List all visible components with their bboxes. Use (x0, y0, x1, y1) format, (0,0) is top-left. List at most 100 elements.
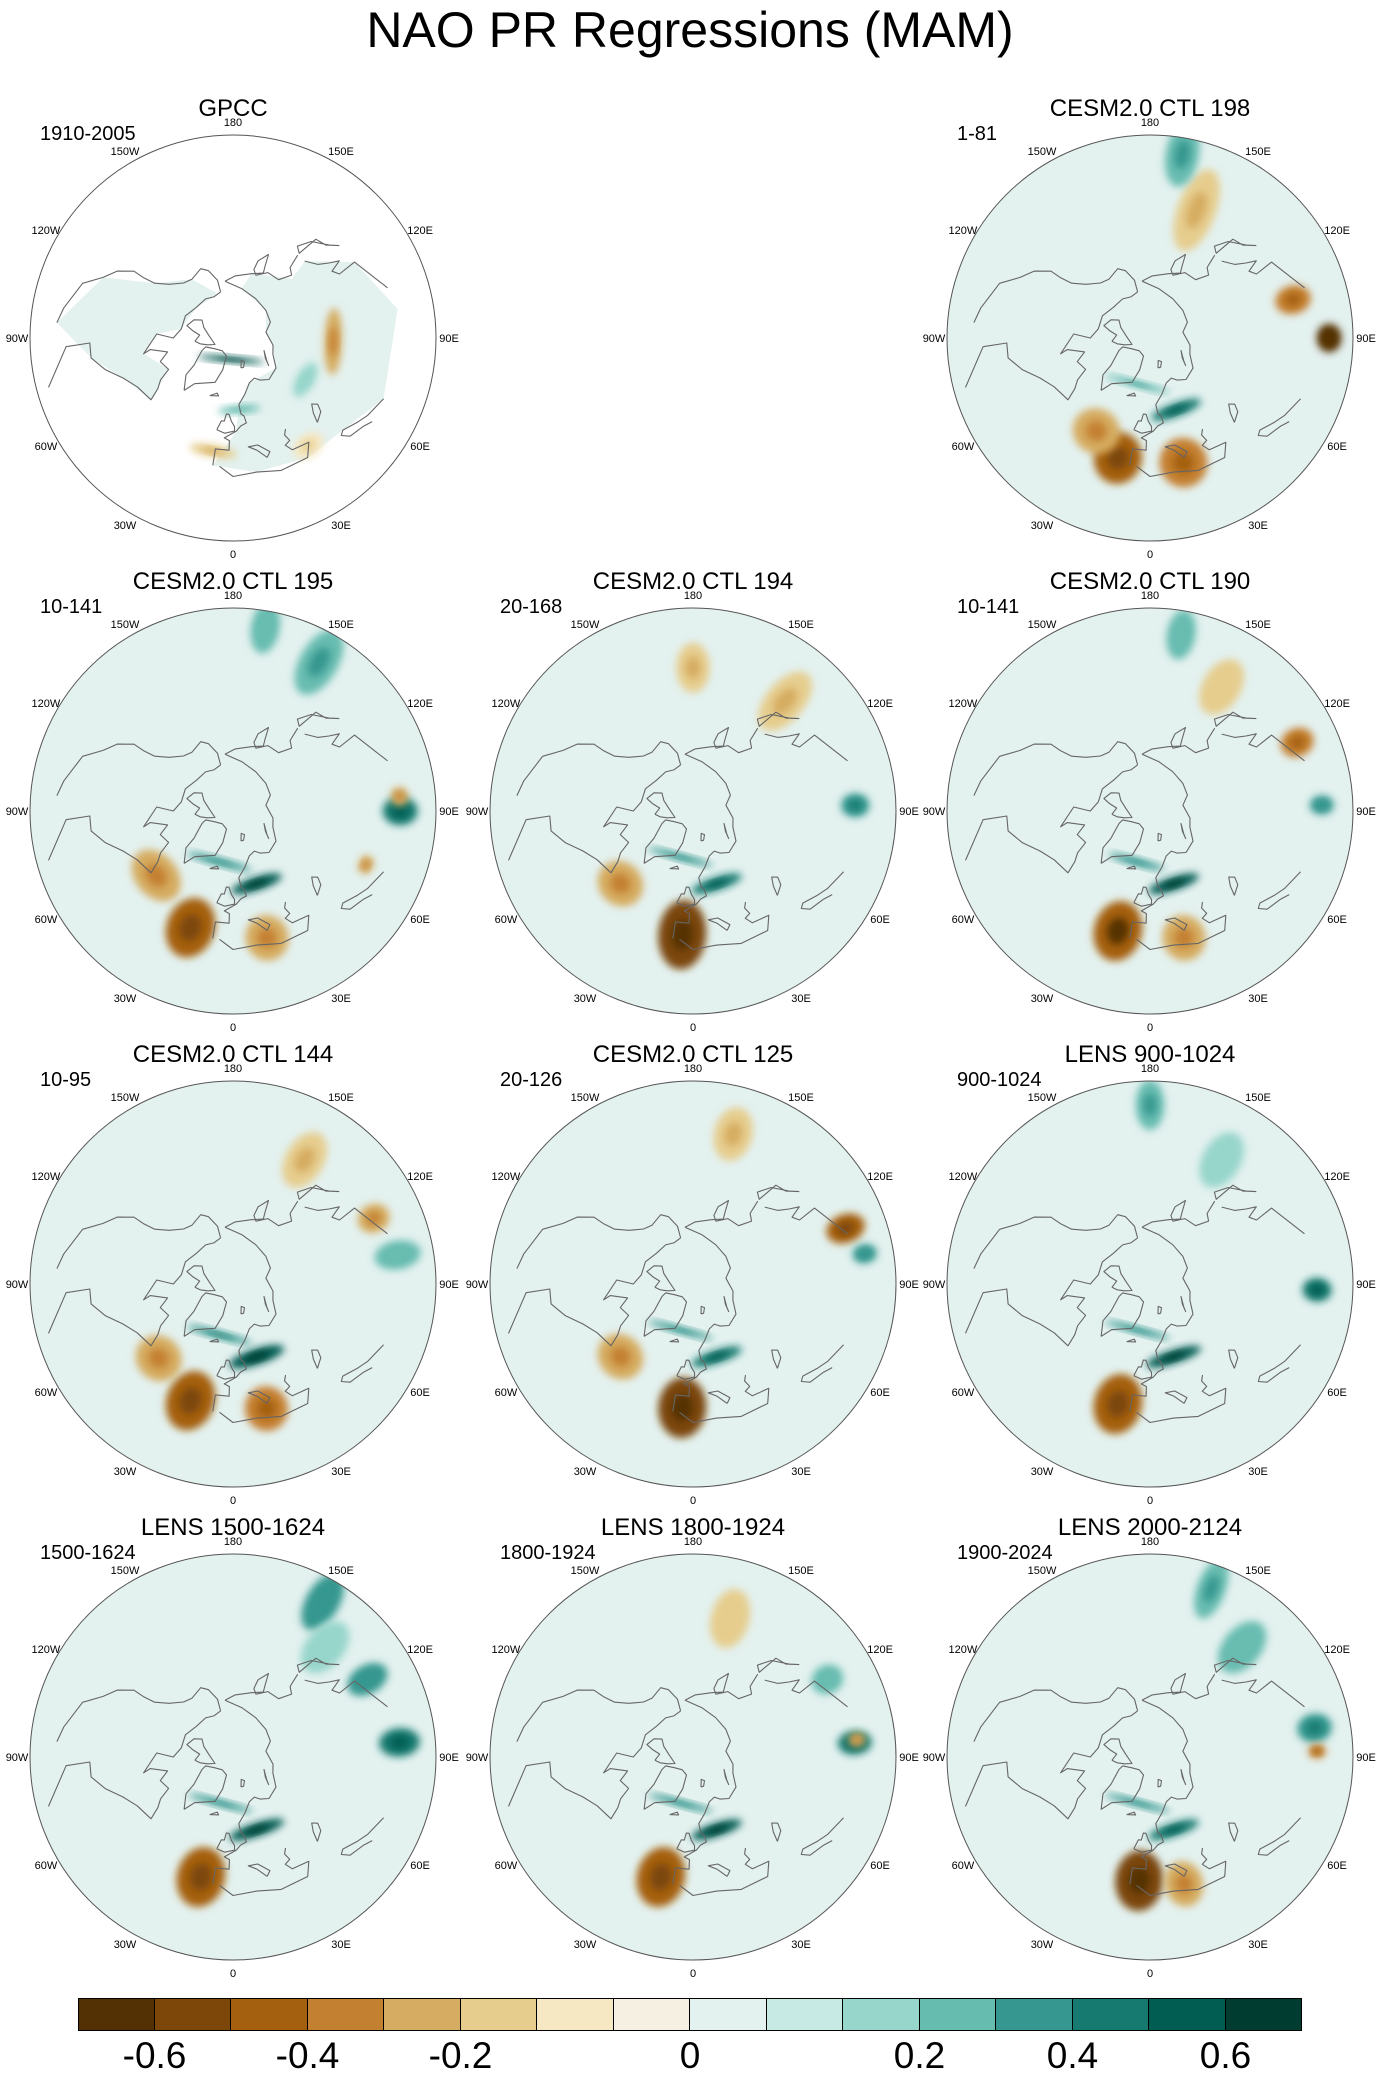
colorbar-swatch (384, 1998, 461, 2031)
longitude-label: 120E (1324, 1171, 1350, 1183)
coastline (263, 1295, 270, 1313)
panel-title: CESM2.0 CTL 144 (132, 1041, 334, 1068)
longitude-label: 150E (328, 1092, 354, 1104)
coastline (684, 726, 759, 755)
coastline (771, 876, 782, 896)
regression-anomaly-core (1085, 420, 1107, 442)
longitude-label: 60W (35, 914, 58, 926)
regression-anomaly-core (358, 1672, 377, 1687)
map-panel: 180 150E 120E 90E 60E 30E 0 30W 60W 90W 120W 150W CE… (463, 1041, 923, 1511)
colorbar-tick-label: 0.4 (1046, 2035, 1099, 2076)
panel-title: CESM2.0 CTL 198 (1049, 95, 1251, 122)
coastline (646, 1738, 676, 1765)
polar-map: 180 150E 120E 90E 60E 30E 0 30W 60W 90W 120W 150W (6, 1536, 459, 1980)
panel-period: 1500-1624 (40, 1542, 136, 1564)
longitude-label: 60E (870, 1860, 890, 1872)
longitude-label: 150W (571, 1565, 600, 1577)
coastline (1133, 1359, 1153, 1380)
panel-title: CESM2.0 CTL 195 (132, 568, 334, 595)
regression-anomaly-core (705, 1825, 728, 1835)
longitude-label: 180 (1141, 117, 1159, 129)
longitude-label: 150E (1245, 1092, 1271, 1104)
longitude-label: 180 (224, 117, 242, 129)
panel-title: GPCC (198, 95, 268, 122)
regression-anomaly-core (204, 857, 234, 867)
coastline (676, 1359, 696, 1380)
coastline (240, 832, 246, 842)
longitude-label: 120E (1324, 225, 1350, 237)
coastline (1180, 349, 1187, 367)
regression-anomaly-core (244, 1351, 269, 1362)
regression-anomaly-core (257, 927, 277, 949)
longitude-label: 0 (690, 1495, 696, 1507)
coastline (311, 1349, 322, 1369)
coastline (1136, 901, 1227, 951)
map-panel: 180 150E 120E 90E 60E 30E 0 30W 60W 90W 120W 150W CE… (920, 95, 1380, 565)
longitude-label: 60W (35, 1387, 58, 1399)
coastline (1228, 403, 1239, 423)
coastline (684, 1672, 759, 1701)
panel-title: LENS 900-1024 (1064, 1041, 1236, 1068)
coastline (56, 1214, 222, 1269)
coastline (183, 346, 228, 391)
regression-anomaly-core (1306, 1721, 1323, 1735)
longitude-label: 180 (684, 590, 702, 602)
panel-period: 20-126 (500, 1069, 563, 1091)
coastline (247, 444, 271, 458)
regression-anomaly-core (1211, 674, 1232, 700)
regression-anomaly-core (1310, 1284, 1324, 1296)
coastline (723, 822, 730, 840)
regression-anomaly-core (1175, 1873, 1193, 1895)
regression-anomaly-core (1231, 1635, 1253, 1659)
map-background (30, 1554, 436, 1960)
map-border (29, 607, 437, 1015)
longitude-label: 180 (684, 1536, 702, 1548)
regression-anomaly-core (202, 447, 224, 455)
coastline (1129, 280, 1194, 466)
regression-anomaly-core (685, 656, 701, 679)
coastline (340, 398, 384, 437)
longitude-label: 150E (1245, 146, 1271, 158)
longitude-label: 150W (111, 1092, 140, 1104)
longitude-label: 90E (439, 1279, 459, 1291)
longitude-label: 120W (492, 1171, 521, 1183)
coastline (707, 1863, 731, 1877)
coastline (1126, 392, 1137, 397)
longitude-label: 180 (1141, 1063, 1159, 1075)
coastline (219, 1374, 310, 1424)
regression-anomaly-core (216, 357, 247, 362)
longitude-label: 90E (1356, 1279, 1376, 1291)
longitude-label: 60W (952, 441, 975, 453)
polar-map: 180 150E 120E 90E 60E 30E 0 30W 60W 90W 120W 150W (466, 1536, 919, 1980)
colorbar-swatch (766, 1998, 843, 2031)
regression-anomaly-core (1162, 879, 1185, 889)
longitude-label: 90E (899, 1279, 919, 1291)
coastline (723, 1768, 730, 1786)
coastline (643, 819, 688, 864)
coastline (669, 865, 680, 870)
longitude-label: 30W (1031, 520, 1054, 532)
regression-anomaly-core (204, 1330, 234, 1340)
longitude-label: 0 (1147, 1495, 1153, 1507)
coastline (1228, 1349, 1239, 1369)
coastline (304, 1206, 388, 1235)
coastline (224, 1199, 299, 1228)
coastline (756, 711, 800, 727)
colorbar-swatch (1072, 1998, 1149, 2031)
longitude-label: 150W (1028, 146, 1057, 158)
regression-anomaly-core (1143, 1093, 1157, 1117)
coastline (643, 1292, 688, 1337)
coastline (304, 733, 388, 762)
coastline (669, 1811, 680, 1816)
longitude-label: 90W (466, 1279, 489, 1291)
colorbar-swatch (690, 1998, 767, 2031)
coastline (1213, 711, 1257, 727)
regression-anomaly-core (1289, 735, 1305, 750)
regression-anomaly-core (1174, 927, 1194, 949)
longitude-label: 30W (574, 993, 597, 1005)
colorbar-tick-label: 0.2 (893, 2035, 946, 2076)
coastline (1157, 832, 1163, 842)
map-background (947, 1081, 1353, 1487)
longitude-label: 60W (952, 914, 975, 926)
coastline (669, 1338, 680, 1343)
